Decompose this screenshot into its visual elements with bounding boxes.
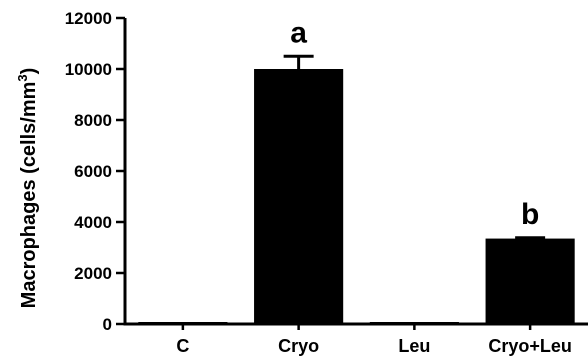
y-axis-label: Macrophages (cells/mm3) bbox=[15, 68, 40, 309]
y-tick-label: 0 bbox=[103, 315, 112, 334]
y-tick-label: 10000 bbox=[65, 60, 112, 79]
significance-letter: b bbox=[521, 198, 539, 231]
bar bbox=[485, 238, 575, 324]
y-tick-label: 12000 bbox=[65, 9, 112, 28]
x-tick-label: C bbox=[176, 336, 189, 356]
y-tick-label: 8000 bbox=[74, 111, 112, 130]
y-tick-label: 4000 bbox=[74, 213, 112, 232]
significance-letter: a bbox=[290, 16, 307, 49]
labels: C Cryo a Leu Cryo+Leu b bbox=[176, 16, 572, 356]
y-tick-label: 2000 bbox=[74, 264, 112, 283]
bar bbox=[369, 322, 459, 324]
bars bbox=[138, 54, 575, 324]
bar bbox=[254, 69, 344, 324]
bar bbox=[138, 322, 228, 324]
x-tick-label: Leu bbox=[398, 336, 430, 356]
x-tick-label: Cryo+Leu bbox=[488, 336, 572, 356]
x-tick-label: Cryo bbox=[278, 336, 319, 356]
y-tick-label: 6000 bbox=[74, 162, 112, 181]
